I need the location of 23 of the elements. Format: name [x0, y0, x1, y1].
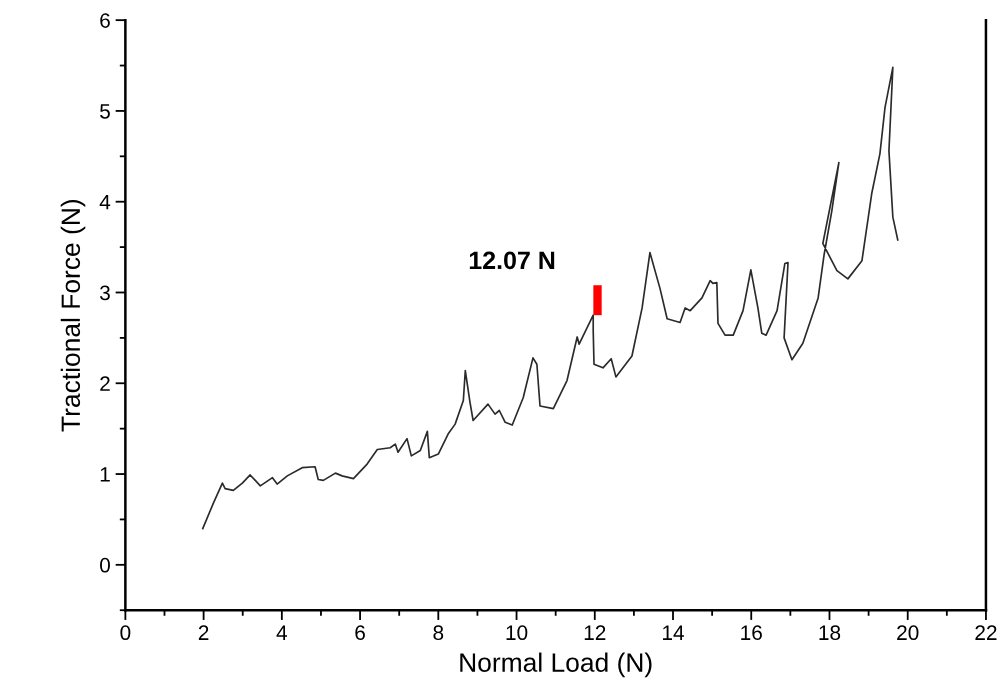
- x-tick-label: 14: [663, 625, 684, 640]
- y-tick-label: 4: [99, 194, 111, 210]
- x-tick-label: 10: [506, 625, 528, 641]
- x-tick-label: 2: [198, 625, 209, 640]
- x-tick-label: 18: [819, 625, 841, 641]
- y-axis-title: Tractional Force (N): [60, 200, 86, 432]
- y-tick-label: 0: [100, 557, 110, 573]
- x-tick-label: 12: [584, 625, 606, 640]
- line-series: [201, 66, 899, 531]
- y-tick-label: 2: [100, 376, 110, 391]
- annotation: 12.07 N: [469, 251, 555, 270]
- x-tick-label: 4: [276, 625, 288, 640]
- x-tick-label: 0: [120, 625, 131, 641]
- y-tick-label: 5: [100, 104, 110, 119]
- x-tick-label: 8: [433, 625, 444, 641]
- x-tick-label: 22: [975, 625, 997, 640]
- y-tick-label: 6: [100, 13, 110, 28]
- y-tick-label: 3: [100, 285, 110, 301]
- x-tick-label: 16: [741, 625, 762, 641]
- x-tick-label: 20: [897, 625, 919, 641]
- x-tick-label: 6: [355, 625, 365, 641]
- x-axis-title: Normal Load (N): [460, 652, 652, 678]
- y-tick-label: 1: [100, 467, 110, 482]
